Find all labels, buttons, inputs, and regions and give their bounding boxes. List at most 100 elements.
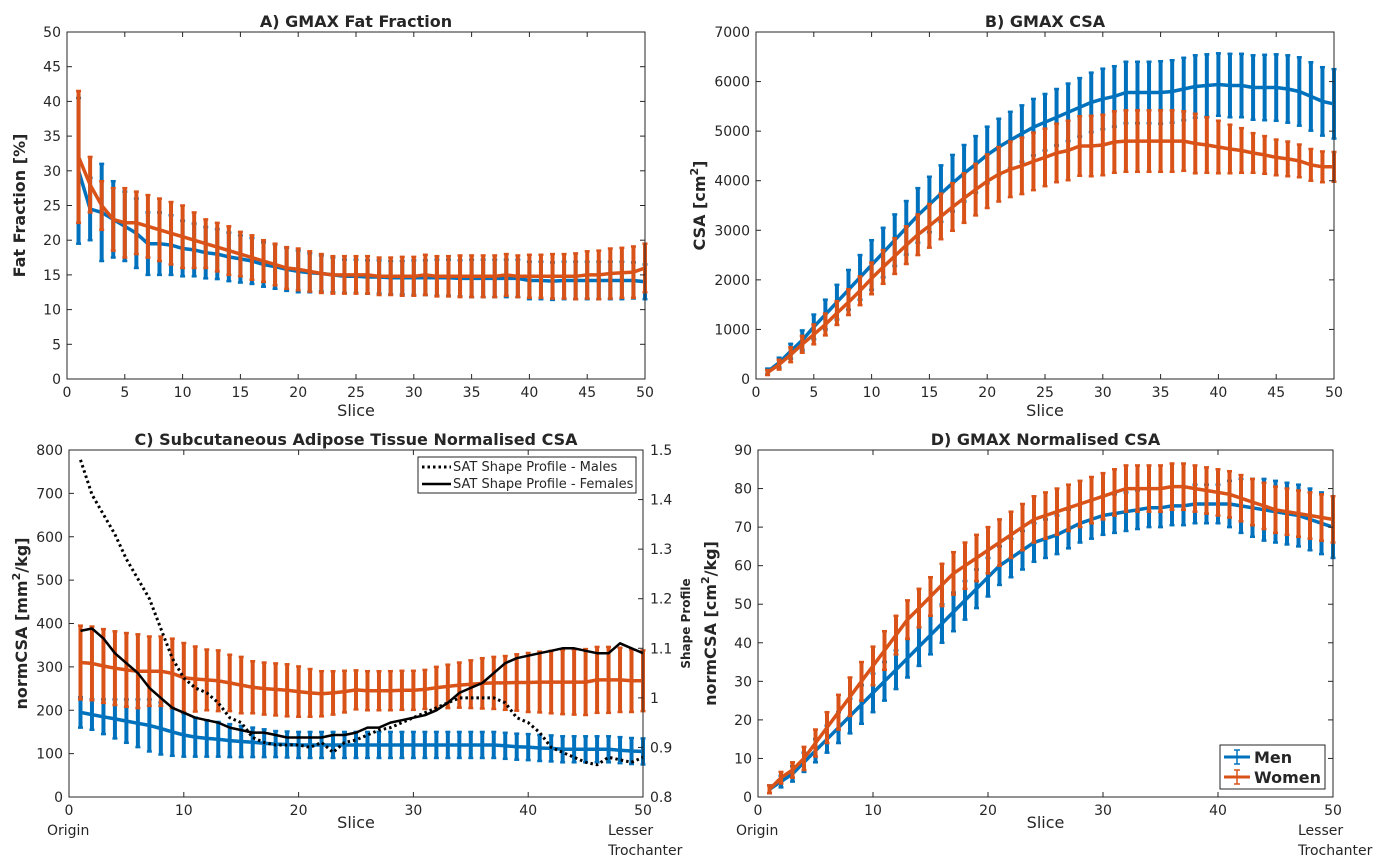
x-extra-trochanter: Lesser	[1298, 823, 1343, 839]
x-tick-label: 50	[636, 385, 654, 401]
series-group	[76, 89, 648, 302]
x-tick-label: 20	[978, 385, 996, 401]
y-tick-label: 50	[43, 25, 61, 41]
x-axis-label: Slice	[337, 813, 375, 832]
x-tick-label: 5	[809, 385, 818, 401]
y-right-tick-label: 1.2	[650, 592, 672, 608]
y-tick-label: 7000	[714, 25, 750, 41]
series-group	[77, 459, 646, 767]
x-tick-label: 30	[1094, 803, 1112, 819]
series-line	[768, 484, 1334, 791]
legend-label: Men	[1254, 748, 1292, 767]
chart-title: A) GMAX Fat Fraction	[260, 12, 452, 31]
y-tick-label: 5000	[714, 124, 750, 140]
x-tick-label: 40	[1209, 803, 1227, 819]
y-tick-label: 2000	[714, 273, 750, 289]
x-tick-label: 35	[463, 385, 481, 401]
y-right-tick-label: 1.1	[650, 641, 672, 657]
x-tick-label: 0	[65, 803, 74, 819]
y-tick-label: 0	[743, 790, 752, 806]
y-tick-label: 800	[36, 443, 63, 459]
y-axis-label-part: /kg]	[12, 537, 31, 572]
x-tick-label: 20	[289, 385, 307, 401]
series-women	[765, 109, 1337, 377]
y-tick-label: 45	[43, 60, 61, 76]
x-tick-label: 0	[63, 385, 72, 401]
x-tick-label: 25	[347, 385, 365, 401]
series-women	[76, 89, 648, 301]
x-extra-trochanter: Lesser	[608, 823, 653, 839]
y-axis-label-part: /kg]	[701, 541, 720, 576]
y-tick-label: 15	[43, 268, 61, 284]
legend-label: SAT Shape Profile - Males	[453, 460, 617, 475]
x-tick-label: 15	[231, 385, 249, 401]
panel-d: D) GMAX Normalised CSA 0 10 20 30 40 50 0 10 20 30…	[699, 430, 1373, 857]
x-tick-label: 35	[1152, 385, 1170, 401]
x-tick-label: 40	[519, 803, 537, 819]
x-tick-label: 20	[290, 803, 308, 819]
series-women	[77, 624, 646, 719]
y-tick-label: 40	[734, 636, 752, 652]
series-men	[765, 52, 1337, 376]
x-tick-label: 40	[520, 385, 538, 401]
series-line	[80, 627, 644, 739]
x-axis-label: Slice	[1026, 401, 1064, 420]
x-tick-label: 50	[1324, 803, 1342, 819]
axes-box	[66, 31, 646, 380]
y-axis-label: Fat Fraction [%]	[10, 134, 29, 278]
y-axis-label: CSA [cm2]	[688, 161, 709, 251]
y-right-tick-label: 1.5	[650, 443, 672, 459]
y-tick-label: 80	[734, 482, 752, 498]
chart-title: B) GMAX CSA	[985, 12, 1106, 31]
axes-box	[755, 31, 1335, 380]
y-tick-label: 0	[741, 372, 750, 388]
y-axis-label-sup: 2	[10, 573, 23, 581]
legend-label: Women	[1254, 768, 1321, 787]
y-tick-label: 10	[734, 751, 752, 767]
y-right-tick-label: 0.9	[650, 740, 672, 756]
y-tick-label: 90	[734, 443, 752, 459]
y-axis-label-part: normCSA [cm	[701, 584, 720, 706]
y-right-tick-label: 1	[650, 691, 659, 707]
y-tick-label: 6000	[714, 75, 750, 91]
y-tick-label: 20	[734, 713, 752, 729]
x-tick-label: 0	[752, 385, 761, 401]
series-sat-shape-profile-females	[80, 627, 644, 739]
y-tick-label: 60	[734, 559, 752, 575]
y-tick-label: 30	[734, 674, 752, 690]
y-tick-label: 100	[36, 747, 63, 763]
chart-title: C) Subcutaneous Adipose Tissue Normalise…	[134, 430, 578, 449]
legend: SAT Shape Profile - Males SAT Shape Profi…	[417, 456, 637, 494]
series-line	[80, 660, 643, 696]
x-tick-label: 30	[1094, 385, 1112, 401]
series-line	[79, 459, 644, 767]
series-sat-shape-profile-males	[79, 459, 644, 767]
y-tick-label: 0	[52, 372, 61, 388]
y-tick-label: 700	[36, 486, 63, 502]
x-extra-trochanter: Trochanter	[1297, 843, 1373, 857]
series-line	[76, 156, 646, 279]
axes-box	[757, 449, 1334, 798]
y-tick-label: 70	[734, 520, 752, 536]
y-axis-label: normCSA [mm2/kg]	[10, 537, 31, 709]
y-tick-label: 20	[43, 233, 61, 249]
y-right-tick-label: 1.3	[650, 542, 672, 558]
y-tick-label: 30	[43, 164, 61, 180]
x-tick-label: 30	[405, 385, 423, 401]
panel-b: B) GMAX CSA 0 5 10 15 20 25 30 35 40 45 50 0 1000 2000…	[688, 12, 1343, 420]
series-line	[76, 170, 646, 284]
y-tick-label: 5	[52, 337, 61, 353]
y-right-tick-label: 0.8	[650, 790, 672, 806]
x-tick-label: 30	[404, 803, 422, 819]
y-tick-label: 35	[43, 129, 61, 145]
x-tick-label: 45	[578, 385, 596, 401]
y-axis-label-part: CSA [cm	[690, 175, 709, 250]
y-tick-label: 50	[734, 597, 752, 613]
x-tick-label: 0	[754, 803, 763, 819]
legend-box	[417, 456, 637, 494]
x-extra-trochanter: Trochanter	[607, 843, 683, 857]
y-tick-label: 25	[43, 199, 61, 215]
